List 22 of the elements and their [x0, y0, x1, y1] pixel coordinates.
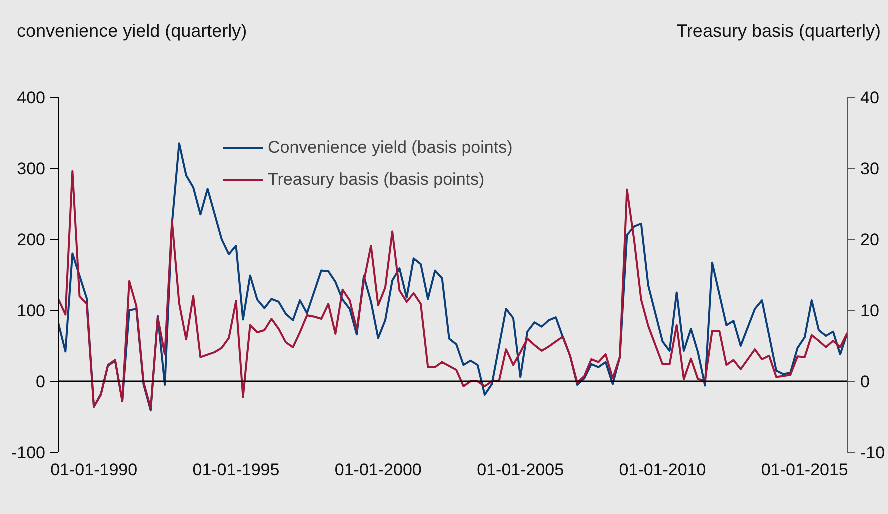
y-tick-label: 0: [36, 372, 46, 392]
x-tick-label: 01-01-1995: [192, 460, 280, 480]
x-tick-label: 01-01-2000: [334, 460, 422, 480]
y2-tick-label: 20: [860, 230, 880, 250]
y-axis-title: convenience yield (quarterly): [17, 20, 248, 43]
y2-tick-label: 30: [860, 160, 880, 178]
x-tick-label: 01-01-2005: [477, 460, 564, 480]
y-tick-label: 100: [17, 302, 46, 320]
y-tick-label: -100: [11, 444, 46, 462]
x-tick-label: 01-01-2015: [761, 460, 848, 480]
y2-tick-label: 0: [860, 372, 870, 392]
y-tick-label: 200: [17, 230, 46, 250]
x-tick-label: 01-01-1990: [50, 460, 138, 480]
x-tick-label: 01-01-2010: [619, 460, 706, 480]
legend-label: Treasury basis (basis points): [268, 170, 485, 190]
y2-tick-label: -10: [860, 444, 886, 462]
y-tick-label: 400: [17, 88, 46, 108]
y2-axis-title: Treasury basis (quarterly): [676, 20, 881, 43]
y-tick-label: 300: [17, 160, 46, 178]
legend-label: Convenience yield (basis points): [268, 138, 513, 158]
y2-tick-label: 40: [860, 88, 880, 108]
y2-tick-label: 10: [860, 302, 880, 320]
